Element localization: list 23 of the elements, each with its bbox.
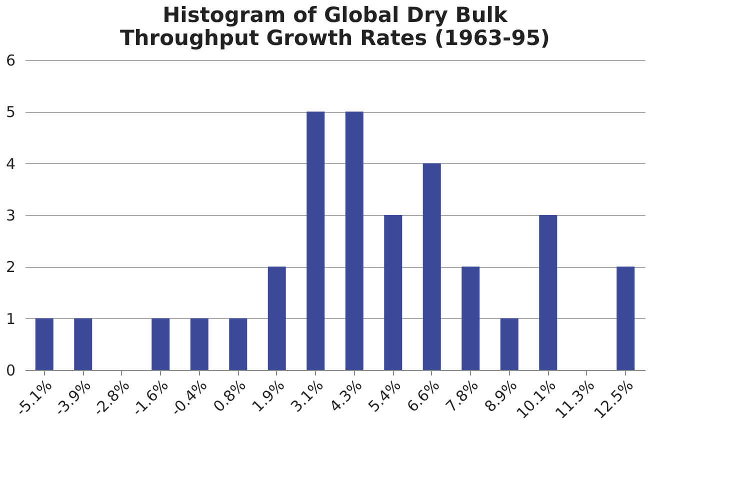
bar [422,163,441,370]
y-tick-label: 4 [6,154,16,173]
bar [616,266,635,370]
y-tick-label: 3 [6,206,16,224]
bar [190,318,208,370]
y-tick-label: 6 [6,52,16,70]
y-tick-label: 5 [6,103,16,122]
text: Histogram of Global Dry Bulk [162,3,508,27]
y-tick-label: 1 [6,310,16,328]
bar [229,318,248,370]
y-tick-label: 2 [6,258,16,276]
bar [539,215,558,370]
text: Throughput Growth Rates (1963-95) [120,26,550,50]
bar [152,318,170,370]
bar [462,266,480,370]
bar [74,318,92,370]
bar [306,112,325,370]
bar [384,215,402,370]
bar [268,266,286,370]
bar [345,112,364,370]
bar [500,318,518,370]
y-tick-label: 0 [6,362,16,380]
bar [35,318,54,370]
